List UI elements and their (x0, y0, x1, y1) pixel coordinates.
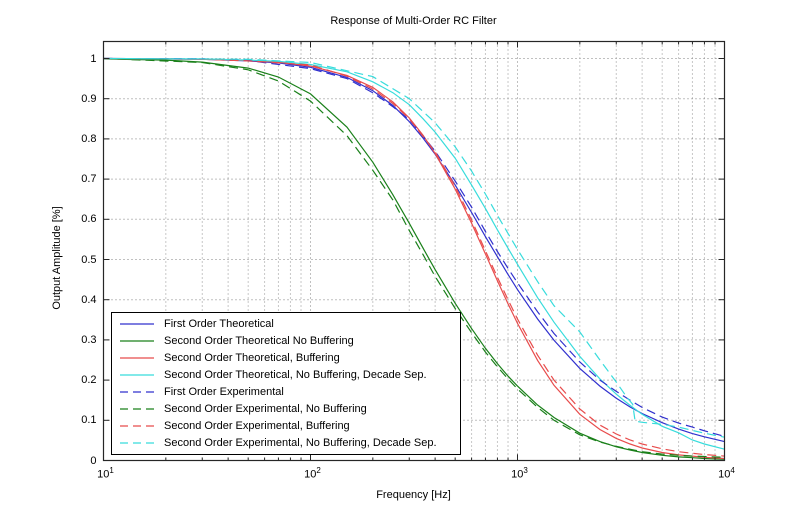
legend-label: Second Order Theoretical, Buffering (164, 352, 340, 365)
legend-entry: Second Order Experimental, No Buffering (119, 401, 460, 417)
y-tick-label: 0 (90, 454, 97, 467)
legend-line-sample (120, 441, 154, 444)
y-tick-label: 0.1 (81, 414, 97, 427)
axes-border (102, 40, 726, 462)
legend-line-sample (120, 357, 154, 359)
legend-entry: Second Order Experimental, No Buffering,… (119, 435, 460, 451)
legend-box: First Order Theoretical Second Order Theo… (111, 312, 461, 455)
y-tick-label: 0.4 (81, 293, 97, 306)
series-lines (103, 57, 725, 460)
y-tick-label: 1 (90, 52, 97, 65)
legend-line-sample (120, 374, 154, 376)
y-tick-label: 0.6 (81, 213, 97, 226)
legend-label: First Order Experimental (164, 385, 284, 398)
axes-box (102, 40, 726, 462)
legend-label: First Order Theoretical (164, 318, 274, 331)
chart-title: Response of Multi-Order RC Filter (330, 15, 497, 27)
legend-entry: Second Order Theoretical, Buffering (119, 350, 460, 366)
legend-label: Second Order Experimental, No Buffering,… (164, 436, 437, 449)
legend-label: Second Order Experimental, Buffering (164, 419, 350, 432)
y-tick-label: 0.3 (81, 333, 97, 346)
legend-line-sample (120, 408, 154, 410)
y-tick-label: 0.5 (81, 253, 97, 266)
legend-entry: First Order Theoretical (119, 316, 460, 332)
y-tick-label: 0.9 (81, 92, 97, 105)
x-axis-label: Frequency [Hz] (376, 489, 451, 501)
legend-line-sample (120, 425, 154, 427)
x-tick-label: 102 (304, 466, 321, 481)
series-line-6 (103, 57, 725, 457)
legend-entry: Second Order Theoretical No Buffering (119, 333, 460, 349)
x-tick-label: 101 (97, 466, 114, 481)
y-tick-label: 0.7 (81, 173, 97, 186)
y-tick-label: 0.2 (81, 374, 97, 387)
series-line-4 (103, 57, 725, 437)
y-tick-label: 0.8 (81, 132, 97, 145)
legend-entry: Second Order Experimental, Buffering (119, 418, 460, 434)
legend-label: Second Order Theoretical, No Buffering, … (164, 369, 427, 382)
legend-entry: Second Order Theoretical, No Buffering, … (119, 367, 460, 383)
series-line-5 (103, 57, 725, 458)
legend-line-sample (120, 340, 154, 342)
series-line-1 (103, 58, 725, 460)
legend-label: Second Order Theoretical No Buffering (164, 335, 354, 348)
x-tick-label: 104 (718, 466, 735, 481)
series-line-7 (103, 57, 725, 438)
series-line-2 (103, 57, 725, 460)
legend-entry: First Order Experimental (119, 384, 460, 400)
x-tick-label: 103 (511, 466, 528, 481)
series-line-0 (103, 57, 725, 443)
legend-label: Second Order Experimental, No Buffering (164, 402, 367, 415)
legend-line-sample (120, 323, 154, 326)
legend-line-sample (120, 391, 154, 393)
